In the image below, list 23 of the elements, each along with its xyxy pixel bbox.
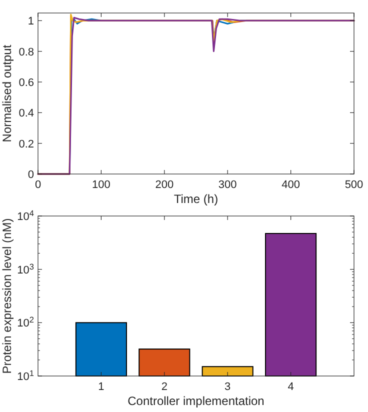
y-axis-title: Normalised output <box>0 44 14 142</box>
y-tick-label: 0.2 <box>18 138 34 150</box>
y-tick-label: 1 <box>28 16 34 28</box>
y-tick-label: 10$^{2}$ <box>17 315 34 330</box>
x-tick-label: 1 <box>98 381 104 393</box>
x-tick-label: 500 <box>344 179 364 191</box>
y-tick-label: 0.6 <box>18 77 34 89</box>
x-tick-label: 3 <box>224 381 231 393</box>
y-tick-label: 0 <box>28 169 34 181</box>
x-axis-title: Controller implementation <box>128 394 264 408</box>
y-tick-label: 0.4 <box>18 108 34 120</box>
x-tick-label: 4 <box>288 381 294 393</box>
y-tick-label: 0.8 <box>18 46 34 58</box>
x-tick-label: 2 <box>161 381 168 393</box>
x-tick-label: 200 <box>155 179 174 191</box>
y-tick-label: 10$^{1}$ <box>17 368 34 383</box>
x-tick-label: 300 <box>218 179 237 191</box>
y-tick-label: 10$^{4}$ <box>17 208 34 223</box>
y-tick-label: 10$^{3}$ <box>17 262 34 276</box>
x-tick-label: 100 <box>92 179 110 191</box>
x-tick-label: 400 <box>282 179 300 191</box>
y-axis-title: Protein expression level (nM) <box>0 218 14 374</box>
x-axis-title: Time (h) <box>174 192 218 206</box>
